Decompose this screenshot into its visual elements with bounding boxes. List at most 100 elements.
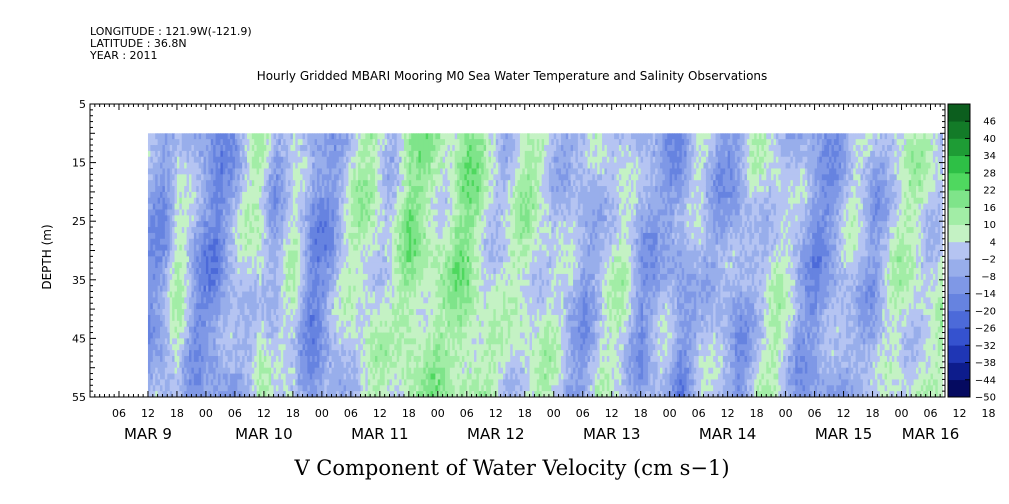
heatmap-cell [365,379,369,386]
heatmap-cell [367,361,371,369]
heatmap-cell [290,203,294,210]
heatmap-cell [179,285,183,292]
heatmap-cell [162,350,166,357]
heatmap-cell [181,244,185,251]
heatmap-cell [278,227,282,234]
heatmap-cell [290,273,294,281]
heatmap-cell [309,291,313,298]
heatmap-cell [372,291,376,298]
heatmap-cell [382,162,386,169]
heatmap-cell [348,361,352,369]
heatmap-cell [360,145,364,152]
heatmap-cell [193,309,197,316]
heatmap-cell [401,186,405,193]
heatmap-cell [261,162,265,169]
heatmap-cell [157,314,161,322]
heatmap-cell [208,385,212,392]
heatmap-cell [408,150,412,158]
heatmap-cell [389,262,393,269]
heatmap-cell [266,391,270,398]
heatmap-cell [254,203,258,210]
heatmap-cell [336,186,340,193]
heatmap-cell [367,145,371,152]
heatmap-cell [242,326,245,333]
heatmap-cell [331,232,335,240]
heatmap-cell [184,344,188,351]
heatmap-cell [304,373,308,380]
heatmap-cell [324,273,328,281]
heatmap-cell [155,279,159,287]
heatmap-cell [370,273,373,281]
heatmap-cell [288,156,291,163]
heatmap-cell [387,156,390,163]
heatmap-cell [300,203,303,210]
heatmap-cell [350,215,354,222]
heatmap-cell [237,373,241,380]
heatmap-cell [338,344,342,351]
heatmap-cell [186,150,190,158]
heatmap-cell [273,174,277,181]
heatmap-cell [403,162,407,169]
heatmap-cell [312,256,316,263]
heatmap-cell [302,221,306,228]
heatmap-cell [391,344,395,351]
heatmap-cell [331,238,335,246]
heatmap-cell [196,191,200,199]
heatmap-cell [319,344,323,351]
heatmap-cell [331,256,335,263]
heatmap-cell [343,268,347,275]
heatmap-cell [225,332,229,339]
heatmap-cell [251,303,255,310]
heatmap-cell [353,156,357,163]
heatmap-cell [389,291,393,298]
heatmap-cell [384,332,388,339]
heatmap-cell [399,361,402,369]
heatmap-cell [358,303,361,310]
heatmap-cell [377,297,381,304]
heatmap-cell [312,238,316,246]
heatmap-cell [249,373,253,380]
heatmap-cell [174,133,178,140]
heatmap-cell [160,250,163,257]
heatmap-cell [246,197,250,205]
heatmap-cell [370,338,373,345]
heatmap-cell [222,268,226,275]
heatmap-cell [367,256,371,263]
heatmap-cell [401,344,405,351]
heatmap-cell [413,168,417,175]
heatmap-cell [365,133,369,140]
heatmap-cell [355,168,359,175]
heatmap-cell [372,367,376,374]
heatmap-cell [300,332,303,339]
heatmap-cell [191,221,195,228]
heatmap-cell [198,309,202,316]
heatmap-cell [169,291,173,298]
heatmap-cell [329,244,332,251]
heatmap-cell [396,168,400,175]
heatmap-cell [324,174,328,181]
heatmap-cell [290,244,294,251]
heatmap-cell [379,373,383,380]
heatmap-cell [319,262,323,269]
heatmap-cell [290,262,294,269]
heatmap-cell [254,367,258,374]
heatmap-cell [179,221,183,228]
heatmap-cell [399,262,402,269]
heatmap-cell [375,326,378,333]
heatmap-cell [341,139,345,146]
heatmap-cell [196,227,200,234]
heatmap-cell [331,279,335,287]
heatmap-cell [411,150,415,158]
heatmap-cell [387,250,390,257]
heatmap-cell [362,244,366,251]
heatmap-cell [215,133,219,140]
heatmap-cell [391,373,395,380]
heatmap-cell [266,320,270,328]
heatmap-cell [329,303,332,310]
heatmap-cell [411,361,415,369]
heatmap-cell [346,303,349,310]
heatmap-cell [266,309,270,316]
heatmap-cell [186,291,190,298]
heatmap-cell [377,150,381,158]
